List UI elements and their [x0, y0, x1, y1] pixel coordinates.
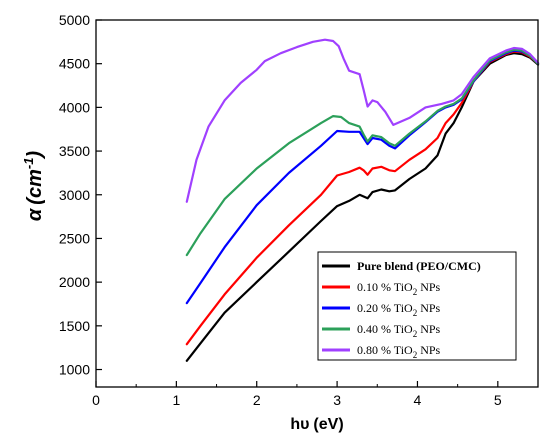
legend-label: Pure blend (PEO/CMC) [357, 259, 481, 273]
legend-box [317, 251, 517, 361]
y-tick-label: 4500 [59, 56, 90, 72]
x-tick-label: 3 [333, 392, 341, 408]
x-tick-label: 2 [253, 392, 261, 408]
legend-label-text: 0.20 % TiO [357, 301, 413, 315]
legend-label-text: 0.10 % TiO [357, 280, 413, 294]
axis-ticks: 0 1 2 3 4 5 1000 1500 2000 2500 3000 3500 4000 4500 50… [59, 12, 502, 408]
plot-lines [185, 38, 540, 362]
y-tick-label: 4000 [59, 99, 90, 115]
legend-label-text: 0.40 % TiO [357, 322, 413, 336]
y-axis-symbol: α [24, 207, 46, 221]
y-tick-label: 2500 [59, 230, 90, 246]
legend-label: 0.80 % TiO2 NPs [357, 343, 441, 360]
y-tick-label: 3500 [59, 143, 90, 159]
x-tick-label: 4 [414, 392, 422, 408]
legend-label-suffix: NPs [417, 280, 440, 294]
x-axis-symbol: hυ [290, 416, 309, 433]
legend-label-suffix: NPs [417, 343, 440, 357]
y-axis-title: α (cm-1) [21, 151, 46, 222]
legend: Pure blend (PEO/CMC)0.10 % TiO2 NPs0.20 … [317, 251, 517, 361]
legend-label-suffix: NPs [417, 322, 440, 336]
y-tick-label: 5000 [59, 12, 90, 28]
x-axis-title: hυ (eV) [290, 416, 343, 433]
x-tick-label: 0 [92, 392, 100, 408]
y-tick-label: 1000 [59, 362, 90, 378]
y-tick-label: 2000 [59, 274, 90, 290]
x-tick-label: 1 [172, 392, 180, 408]
x-axis-unit: (eV) [313, 416, 343, 433]
y-axis-unit-close: ) [24, 151, 46, 160]
legend-label-subscript: 2 [413, 350, 418, 360]
legend-label: 0.20 % TiO2 NPs [357, 301, 441, 318]
y-tick-label: 3000 [59, 187, 90, 203]
legend-label-subscript: 2 [413, 287, 418, 297]
y-tick-label: 1500 [59, 318, 90, 334]
legend-label-subscript: 2 [413, 329, 418, 339]
legend-label-text: Pure blend (PEO/CMC) [357, 259, 481, 273]
legend-label: 0.10 % TiO2 NPs [357, 280, 441, 297]
legend-label: 0.40 % TiO2 NPs [357, 322, 441, 339]
plot-frame [95, 19, 539, 388]
series-line [185, 38, 540, 203]
series-line [185, 48, 540, 257]
y-axis-unit: (cm [24, 169, 46, 205]
legend-label-text: 0.80 % TiO [357, 343, 413, 357]
legend-label-subscript: 2 [413, 308, 418, 318]
legend-label-suffix: NPs [417, 301, 440, 315]
series-line [185, 52, 540, 362]
x-tick-label: 5 [494, 392, 502, 408]
y-axis-unit-exponent: -1 [21, 158, 36, 170]
